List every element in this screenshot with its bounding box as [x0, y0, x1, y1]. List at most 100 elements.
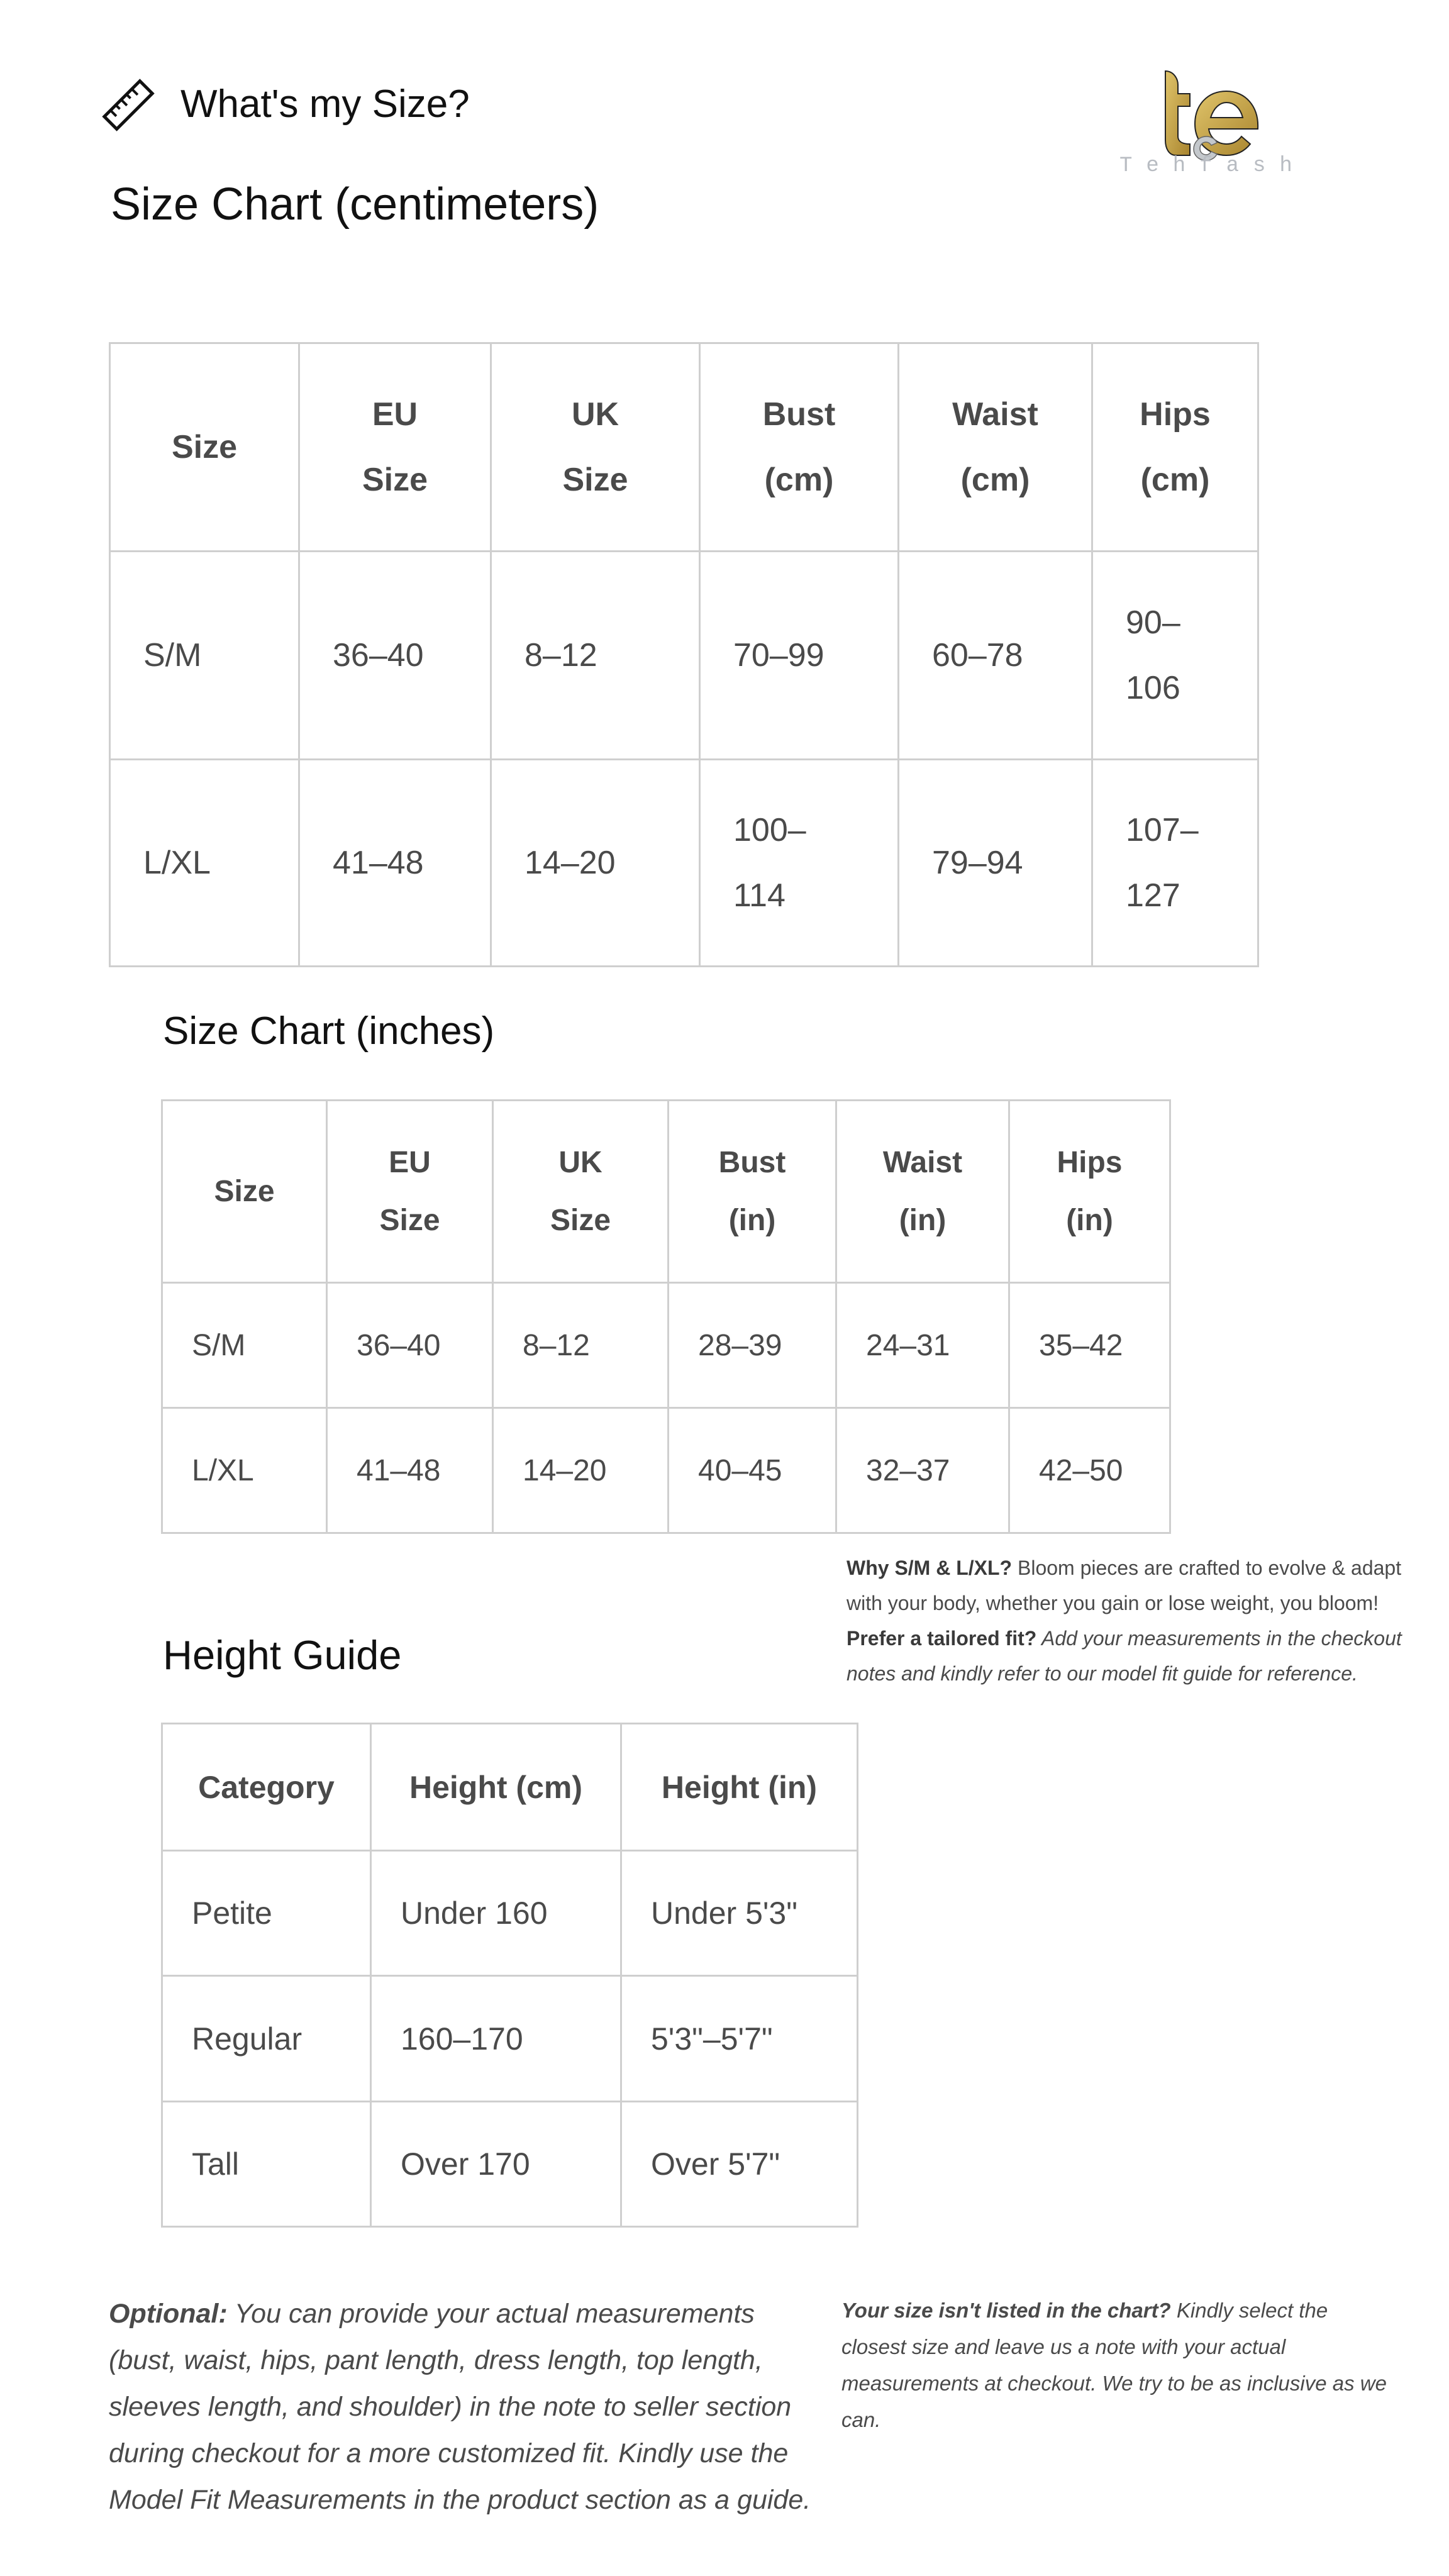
cm-size-table: Size EU Size UK Size Bust (cm) Waist (cm) Hips (cm…	[109, 342, 1259, 967]
table-cell: 60–78	[897, 550, 1093, 760]
table-cell: 8–12	[490, 550, 701, 760]
table-cell: L/XL	[109, 758, 300, 967]
table-cell: 40–45	[667, 1407, 837, 1534]
table-cell: 36–40	[298, 550, 492, 760]
table-cell: 79–94	[897, 758, 1093, 967]
cell-text: 8–12	[525, 637, 597, 674]
column-header: EU Size	[298, 342, 492, 552]
cell-text: Size	[214, 1174, 275, 1208]
cell-text: 90–	[1126, 604, 1180, 641]
page-title: What's my Size?	[180, 82, 470, 126]
cell-text: 41–48	[333, 845, 424, 881]
cell-text: 100–	[733, 812, 806, 848]
ruler-icon	[101, 78, 156, 132]
column-header: Size	[161, 1099, 328, 1284]
table-cell: 14–20	[492, 1407, 669, 1534]
cell-text: Hips	[1057, 1145, 1123, 1179]
table-cell: Petite	[161, 1850, 372, 1977]
cell-text: Size	[562, 462, 628, 498]
cell-text: Size	[171, 429, 238, 465]
table-cell: 100– 114	[699, 758, 899, 967]
size-not-listed-note: Your size isn't listed in the chart? Kin…	[841, 2299, 1387, 2431]
table-cell: 90– 106	[1091, 550, 1259, 760]
header-row: Size EU Size UK Size Bust (in) Waist (in) Hips (in…	[161, 1099, 1171, 1284]
cell-text: Size	[550, 1203, 611, 1237]
cell-text: EU	[372, 396, 418, 433]
cell-text: (in)	[1066, 1203, 1113, 1237]
cell-text: Waist	[952, 396, 1038, 433]
cell-text: 107–	[1126, 812, 1199, 848]
cell-text: 106	[1126, 670, 1180, 706]
cell-text: UK	[558, 1145, 602, 1179]
column-header: Size	[109, 342, 300, 552]
optional-measurements-note: Optional: You can provide your actual me…	[109, 2299, 811, 2515]
cell-text: Hips	[1140, 396, 1211, 433]
table-cell: L/XL	[161, 1407, 328, 1534]
cell-text: 60–78	[932, 637, 1023, 674]
cell-text: L/XL	[143, 845, 211, 881]
table-row: S/M 36–40 8–12 70–99 60–78 90– 106	[109, 550, 1259, 760]
table-cell: Under 5'3"	[620, 1850, 858, 1977]
table-cell: Regular	[161, 1975, 372, 2102]
table-cell: S/M	[109, 550, 300, 760]
table-cell: S/M	[161, 1282, 328, 1409]
table-cell: Over 170	[370, 2101, 622, 2228]
column-header: Hips (cm)	[1091, 342, 1259, 552]
table-row: S/M 36–40 8–12 28–39 24–31 35–42	[161, 1282, 1171, 1409]
header-row: Size EU Size UK Size Bust (cm) Waist (cm) Hips (cm…	[109, 342, 1259, 552]
table-cell: 36–40	[326, 1282, 494, 1409]
table-cell: 5'3"–5'7"	[620, 1975, 858, 2102]
column-header: UK Size	[490, 342, 701, 552]
header-row: Category Height (cm) Height (in)	[161, 1723, 858, 1852]
table-row: Petite Under 160 Under 5'3"	[161, 1850, 858, 1977]
cell-text: (in)	[728, 1203, 776, 1237]
cell-text: Bust	[762, 396, 836, 433]
cell-text: Bust	[718, 1145, 786, 1179]
in-chart-title: Size Chart (inches)	[163, 1009, 495, 1053]
table-cell: Tall	[161, 2101, 372, 2228]
column-header: Bust (in)	[667, 1099, 837, 1284]
cell-text: (cm)	[960, 462, 1030, 498]
table-row: Tall Over 170 Over 5'7"	[161, 2101, 858, 2228]
column-header: UK Size	[492, 1099, 669, 1284]
table-cell: 32–37	[835, 1407, 1010, 1534]
cell-text: (cm)	[764, 462, 834, 498]
cell-text: 70–99	[733, 637, 824, 674]
table-cell: Under 160	[370, 1850, 622, 1977]
cell-text: EU	[389, 1145, 431, 1179]
table-cell: 160–170	[370, 1975, 622, 2102]
column-header: Bust (cm)	[699, 342, 899, 552]
cell-text: 14–20	[525, 845, 616, 881]
in-size-table: Size EU Size UK Size Bust (in) Waist (in) Hips (in…	[161, 1099, 1171, 1534]
brand-logo: Tehfash	[1113, 66, 1321, 179]
cell-text: (in)	[899, 1203, 947, 1237]
table-cell: Over 5'7"	[620, 2101, 858, 2228]
cell-text: (cm)	[1140, 462, 1210, 498]
column-header: Hips (in)	[1008, 1099, 1171, 1284]
column-header: Waist (in)	[835, 1099, 1010, 1284]
table-cell: 35–42	[1008, 1282, 1171, 1409]
why-size-note: Why S/M & L/XL? Bloom pieces are crafted…	[847, 1557, 1402, 1685]
column-header: Height (in)	[620, 1723, 858, 1852]
cell-text: 114	[733, 877, 786, 914]
cell-text: 127	[1126, 877, 1180, 914]
cm-chart-title: Size Chart (centimeters)	[111, 179, 599, 230]
table-cell: 107– 127	[1091, 758, 1259, 967]
column-header: Height (cm)	[370, 1723, 622, 1852]
table-cell: 14–20	[490, 758, 701, 967]
table-row: L/XL 41–48 14–20 40–45 32–37 42–50	[161, 1407, 1171, 1534]
table-row: Regular 160–170 5'3"–5'7"	[161, 1975, 858, 2102]
height-guide-title: Height Guide	[163, 1632, 402, 1678]
table-cell: 8–12	[492, 1282, 669, 1409]
column-header: EU Size	[326, 1099, 494, 1284]
column-header: Waist (cm)	[897, 342, 1093, 552]
cell-text: Size	[379, 1203, 440, 1237]
cell-text: UK	[571, 396, 619, 433]
column-header: Category	[161, 1723, 372, 1852]
table-cell: 41–48	[326, 1407, 494, 1534]
cell-text: 36–40	[333, 637, 424, 674]
table-cell: 24–31	[835, 1282, 1010, 1409]
brand-wordmark: Tehfash	[1119, 154, 1306, 178]
table-cell: 70–99	[699, 550, 899, 760]
table-row: L/XL 41–48 14–20 100– 114 79–94 107– 127	[109, 758, 1259, 967]
